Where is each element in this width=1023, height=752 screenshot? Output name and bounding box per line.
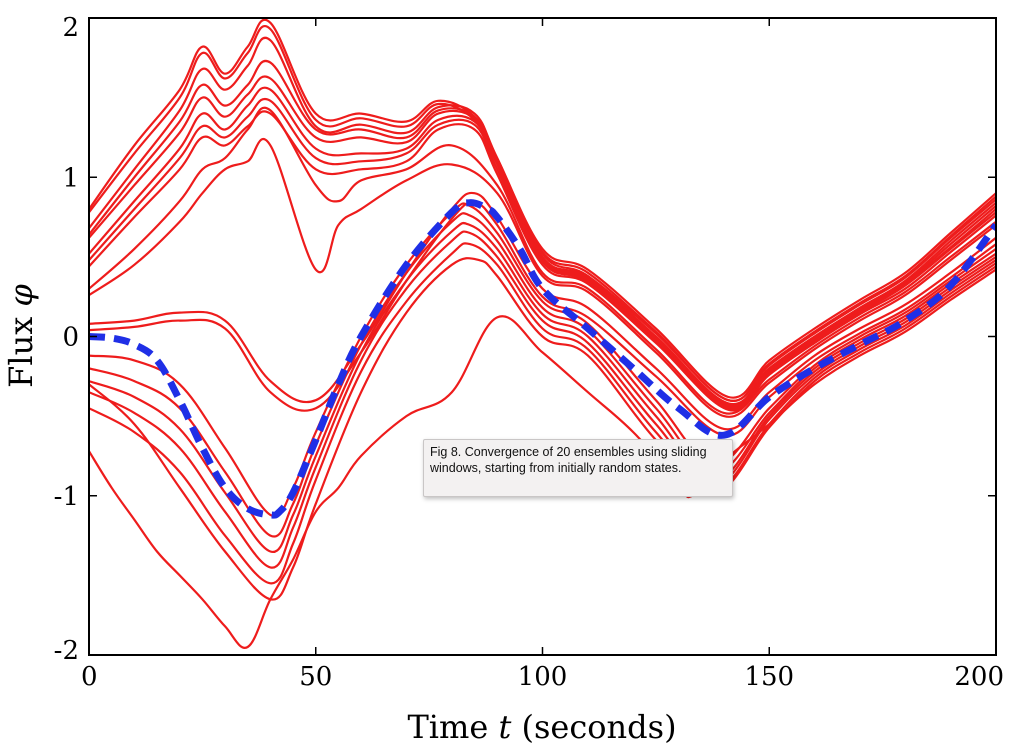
ensemble-line-10 (89, 137, 996, 418)
ensemble-line-18 (89, 257, 996, 601)
ensemble-line-17 (89, 242, 996, 585)
ensemble-line-9 (89, 106, 996, 415)
ensemble-line-7 (89, 97, 996, 410)
y-tick-label: 0 (62, 323, 79, 353)
y-tick-label: -2 (54, 636, 79, 666)
ensemble-line-12 (89, 201, 996, 437)
ensemble-line-5 (89, 75, 996, 407)
ensemble-line-1 (89, 18, 996, 399)
x-axis-label: Time t (seconds) (407, 708, 676, 746)
x-tick-label: 200 (954, 662, 1004, 692)
ensemble-line-6 (89, 86, 996, 409)
annotation-text: Fig 8. Convergence of 20 ensembles using… (430, 445, 707, 475)
y-tick-label: 2 (62, 13, 79, 43)
ensemble-line-16 (89, 230, 996, 569)
y-axis-label: Flux φ (2, 284, 40, 388)
series-layer (89, 18, 996, 649)
x-tick-label: 150 (744, 662, 794, 692)
y-tick-label: 1 (62, 163, 79, 193)
ensemble-line-19 (89, 268, 996, 649)
x-tick-label: 100 (518, 662, 568, 692)
ensemble-line-13 (89, 202, 996, 518)
x-tick-label: 50 (299, 662, 332, 692)
x-tick-label: 0 (81, 662, 98, 692)
y-tick-label: -1 (54, 482, 79, 512)
ensemble-line-2 (89, 25, 996, 402)
ensemble-line-8 (89, 110, 996, 412)
truth-dashed-line (89, 199, 996, 519)
tick-layer: 0 50 100 150 200 2 1 0 -1 -2 (54, 13, 1004, 692)
annotation-box: Fig 8. Convergence of 20 ensembles using… (423, 439, 733, 497)
ensemble-line-3 (89, 36, 996, 402)
